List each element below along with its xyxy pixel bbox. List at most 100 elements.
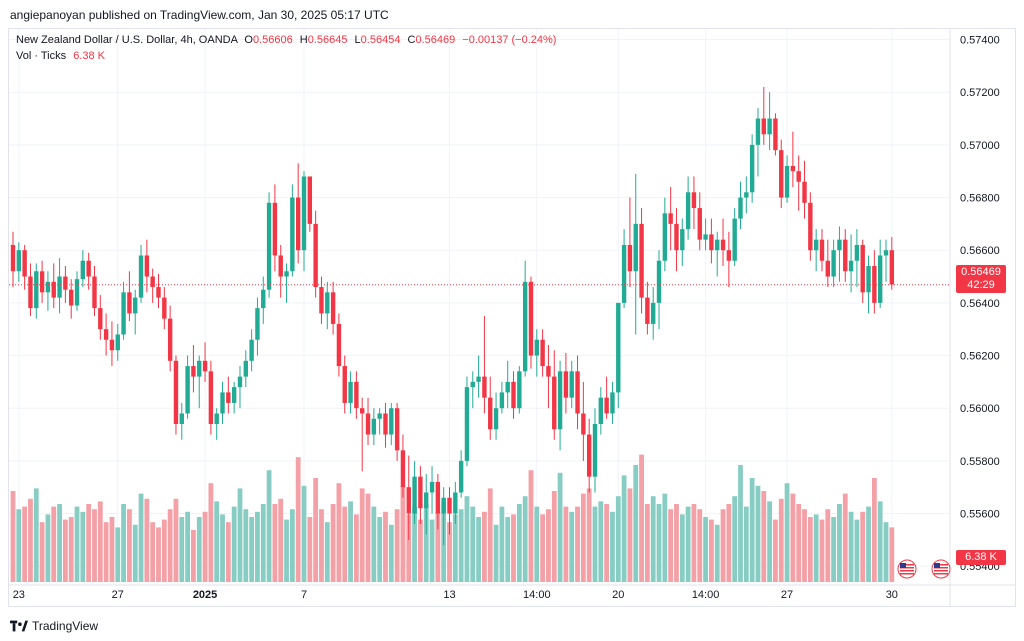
candle-body bbox=[453, 492, 458, 514]
volume-bar bbox=[580, 493, 586, 582]
tradingview-logo-icon bbox=[10, 620, 28, 632]
volume-bar bbox=[499, 506, 505, 582]
volume-bar bbox=[644, 504, 650, 582]
low-value: 0.56454 bbox=[360, 34, 401, 46]
publisher-line: angiepanoyan published on TradingView.co… bbox=[10, 8, 389, 22]
candle-body bbox=[808, 202, 813, 251]
volume-bar bbox=[796, 504, 802, 582]
volume-bar bbox=[435, 511, 441, 582]
candle-body bbox=[610, 392, 615, 414]
candle-body bbox=[127, 292, 132, 314]
y-tick-label: 0.57000 bbox=[960, 140, 1000, 152]
volume-bar bbox=[540, 514, 546, 582]
candle-body bbox=[144, 255, 150, 277]
candle-body bbox=[336, 323, 342, 367]
candle-body bbox=[493, 408, 499, 430]
volume-bar bbox=[388, 524, 394, 582]
candle-body bbox=[569, 371, 574, 398]
candle-body bbox=[45, 281, 51, 293]
volume-bar bbox=[586, 488, 592, 582]
volume-bar bbox=[778, 498, 784, 582]
candle-body bbox=[290, 197, 295, 272]
volume-bar bbox=[284, 519, 289, 582]
volume-bar bbox=[418, 519, 423, 582]
volume-bar bbox=[883, 522, 889, 582]
x-tick-label: 2025 bbox=[193, 589, 217, 601]
candle-body bbox=[447, 497, 452, 514]
volume-bar bbox=[156, 527, 161, 582]
countdown-timer: 42:29 bbox=[967, 279, 995, 291]
candle-body bbox=[656, 260, 662, 303]
candle-body bbox=[697, 208, 702, 240]
candle-body bbox=[103, 329, 109, 340]
volume-bar bbox=[260, 504, 266, 582]
nz-flag-icon bbox=[897, 559, 917, 579]
candle-body bbox=[621, 244, 627, 303]
symbol-legend: New Zealand Dollar / U.S. Dollar, 4h, OA… bbox=[16, 34, 556, 46]
y-tick-label: 0.56400 bbox=[960, 298, 1000, 310]
volume-bar bbox=[103, 522, 109, 582]
flag-stripe bbox=[934, 567, 948, 569]
candle-body bbox=[173, 360, 179, 424]
volume-bar bbox=[173, 498, 179, 582]
flag-canton bbox=[900, 563, 906, 568]
candle-body bbox=[342, 366, 347, 403]
flag-stripe bbox=[934, 564, 948, 566]
candle-body bbox=[278, 255, 283, 277]
candle-body bbox=[522, 281, 528, 372]
x-tick-label: 7 bbox=[301, 589, 307, 601]
candle-body bbox=[720, 239, 726, 251]
volume-bar bbox=[62, 519, 68, 582]
volume-bar bbox=[74, 506, 80, 582]
candle-body bbox=[528, 281, 534, 356]
volume-bar bbox=[650, 496, 656, 582]
candle-body bbox=[796, 171, 801, 182]
volume-bar bbox=[714, 524, 720, 582]
volume-bar bbox=[255, 511, 260, 582]
candle-body bbox=[680, 229, 685, 251]
candle-body bbox=[458, 460, 464, 493]
candle-body bbox=[237, 376, 243, 388]
candle-body bbox=[389, 408, 394, 435]
candle-body bbox=[843, 239, 848, 272]
candle-body bbox=[348, 381, 353, 403]
candle-body bbox=[220, 392, 225, 414]
flag-stripe bbox=[900, 567, 914, 569]
volume-bar bbox=[848, 511, 854, 582]
volume-bar bbox=[57, 504, 62, 582]
volume-bar bbox=[97, 501, 103, 582]
volume-bar bbox=[749, 478, 755, 582]
volume-bar bbox=[866, 506, 871, 582]
volume-bar bbox=[272, 504, 278, 582]
volume-bar bbox=[249, 517, 255, 582]
candle-body bbox=[592, 424, 598, 477]
candle-body bbox=[313, 223, 318, 288]
candle-body bbox=[16, 250, 22, 272]
x-tick-label: 20 bbox=[612, 589, 624, 601]
high-value: 0.56645 bbox=[307, 34, 348, 46]
candle-body bbox=[703, 234, 708, 240]
tradingview-logo[interactable]: TradingView bbox=[10, 617, 98, 635]
volume-legend: Vol · Ticks 6.38 K bbox=[16, 50, 105, 62]
candle-body bbox=[557, 371, 563, 430]
volume-bar bbox=[202, 511, 208, 582]
candle-body bbox=[872, 266, 877, 303]
candle-body bbox=[837, 239, 842, 251]
candle-body bbox=[854, 244, 860, 261]
volume-bar bbox=[790, 493, 796, 582]
chart-frame[interactable] bbox=[8, 28, 1016, 607]
volume-bar bbox=[330, 504, 336, 582]
volume-layer bbox=[10, 454, 895, 582]
volume-bar bbox=[621, 475, 627, 582]
y-axis: 0.57400 0.57200 0.57000 0.56800 0.56600 0.564… bbox=[960, 35, 1000, 574]
candle-body bbox=[156, 287, 161, 298]
candle-body bbox=[226, 392, 231, 403]
flag-canton bbox=[934, 563, 940, 568]
volume-bar bbox=[132, 524, 138, 582]
candle-body bbox=[365, 413, 371, 435]
candle-body bbox=[470, 381, 475, 388]
volume-bar bbox=[709, 519, 714, 582]
volume-bar bbox=[231, 506, 237, 582]
volume-bar bbox=[674, 504, 679, 582]
